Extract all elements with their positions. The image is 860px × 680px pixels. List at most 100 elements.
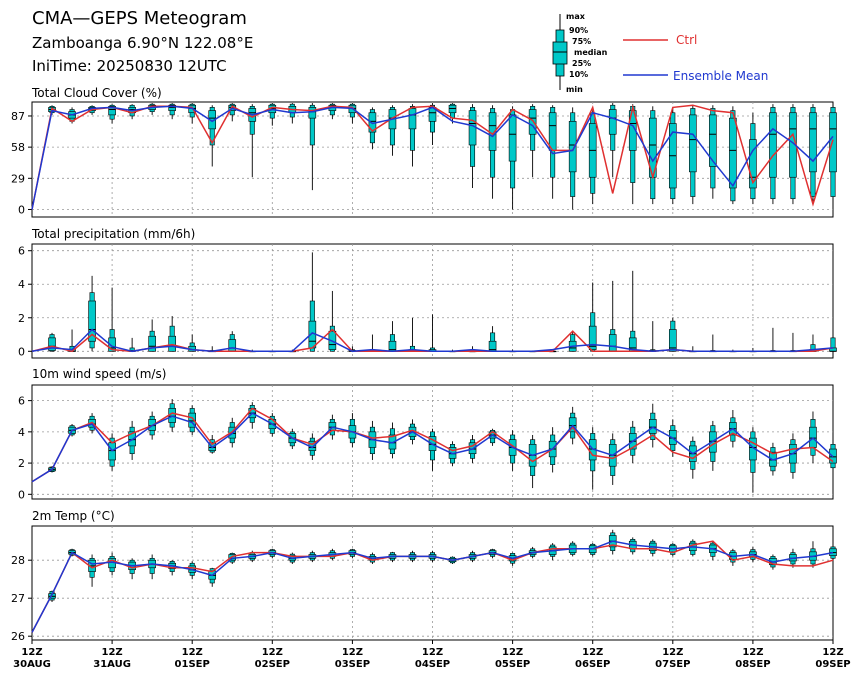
- y-tick-label: 26: [11, 630, 25, 643]
- box-inner-range: [108, 337, 116, 352]
- ensemble-mean-line: [31, 105, 834, 210]
- box-outer-range: [309, 104, 315, 146]
- box-inner-range: [829, 112, 837, 173]
- ensemble-box: [148, 319, 156, 352]
- y-tick-label: 0: [18, 203, 25, 216]
- legend-label-10: 10%: [569, 70, 588, 79]
- x-tick-label-hour: 12Z: [582, 647, 603, 658]
- ensemble-mean-line: [31, 328, 834, 353]
- box-inner-range: [308, 107, 317, 119]
- y-tick-label: 58: [11, 141, 25, 154]
- ensemble-box: [108, 433, 116, 471]
- ensemble-mean-line: [31, 540, 834, 633]
- ensemble-box: [749, 427, 757, 493]
- ensemble-box: [809, 104, 817, 205]
- meteogram-title: CMA—GEPS Meteogram: [32, 8, 247, 29]
- box-inner-range: [168, 335, 176, 352]
- x-tick-label-hour: 12Z: [662, 647, 683, 658]
- ensemble-box: [769, 104, 777, 205]
- legend-ctrl-label: Ctrl: [676, 33, 697, 47]
- box-inner-range: [608, 334, 617, 352]
- legend-label-25: 25%: [572, 59, 591, 68]
- ensemble-box: [668, 107, 677, 205]
- y-tick-label: 0: [18, 488, 25, 501]
- y-tick-label: 6: [18, 395, 25, 408]
- box-inner-range: [48, 337, 56, 351]
- y-tick-label: 2: [18, 312, 25, 325]
- legend-label-min: min: [566, 85, 583, 94]
- ensemble-box: [608, 103, 617, 178]
- ensemble-box: [789, 433, 797, 479]
- temperature-panel: 26 27 28: [11, 525, 837, 643]
- ensemble-box: [668, 317, 677, 352]
- y-tick-label: 28: [11, 554, 25, 567]
- ensemble-box: [108, 287, 116, 352]
- box-inner-range: [548, 112, 557, 151]
- y-tick-label: 4: [18, 426, 25, 439]
- box-inner-range: [108, 105, 116, 116]
- ensemble-box: [789, 104, 797, 205]
- x-tick-label-date: 07SEP: [655, 659, 690, 670]
- panel-title-wind: 10m wind speed (m/s): [32, 367, 166, 381]
- ensemble-box: [588, 107, 597, 205]
- y-tick-label: 4: [18, 278, 25, 291]
- legend: max 90% 75% median 25% 10% min Ctrl Ense…: [552, 12, 768, 94]
- box-inner-range: [568, 121, 577, 173]
- legend-mean-label: Ensemble Mean: [673, 69, 768, 83]
- panel-title-cloud: Total Cloud Cover (%): [31, 86, 162, 100]
- legend-label-median: median: [574, 48, 608, 57]
- wind-speed-panel: 0 2 4 6: [18, 384, 837, 501]
- ensemble-box: [709, 105, 717, 199]
- ensemble-box: [588, 543, 597, 557]
- ensemble-box: [568, 107, 577, 210]
- legend-label-max: max: [566, 12, 586, 21]
- box-inner-range: [769, 112, 777, 178]
- y-tick-label: 2: [18, 457, 25, 470]
- precipitation-panel: 0 2 4 6: [18, 243, 837, 359]
- legend-boxplot-key: max 90% 75% median 25% 10% min: [552, 12, 608, 94]
- x-tick-label-hour: 12Z: [21, 647, 42, 658]
- box-inner-range: [188, 412, 196, 428]
- x-axis: 12Z30AUG12Z31AUG12Z01SEP12Z02SEP12Z03SEP…: [13, 640, 851, 670]
- box-inner-range: [228, 339, 237, 352]
- x-tick-label-date: 08SEP: [735, 659, 770, 670]
- ensemble-box: [729, 106, 737, 205]
- init-time-label: IniTime: 20250830 12UTC: [32, 57, 227, 75]
- ensemble-box: [488, 105, 497, 199]
- box-inner-range: [689, 114, 697, 173]
- box-inner-range: [709, 114, 717, 167]
- x-tick-label-date: 09SEP: [815, 659, 850, 670]
- box-inner-range: [588, 325, 597, 350]
- box-inner-range: [468, 110, 477, 146]
- box-inner-range: [729, 117, 737, 189]
- legend-inner-box: [552, 41, 568, 65]
- location-label: Zamboanga 6.90°N 122.08°E: [32, 34, 253, 52]
- ensemble-box: [829, 104, 837, 205]
- ensemble-box: [448, 103, 457, 124]
- x-tick-label-hour: 12Z: [102, 647, 123, 658]
- panel-title-precip: Total precipitation (mm/6h): [31, 227, 195, 241]
- box-inner-range: [528, 109, 537, 135]
- ensemble-mean-line: [31, 412, 834, 483]
- box-inner-range: [88, 300, 96, 342]
- box-inner-range: [448, 104, 457, 114]
- x-tick-label-hour: 12Z: [502, 647, 523, 658]
- x-tick-label-date: 30AUG: [13, 659, 51, 670]
- ensemble-box: [689, 105, 697, 205]
- x-tick-label-hour: 12Z: [342, 647, 363, 658]
- legend-label-75: 75%: [572, 37, 591, 46]
- x-tick-label-date: 02SEP: [255, 659, 290, 670]
- legend-label-90: 90%: [569, 26, 588, 35]
- y-tick-label: 87: [11, 110, 25, 123]
- x-tick-label-hour: 12Z: [822, 647, 843, 658]
- x-tick-label-hour: 12Z: [742, 647, 763, 658]
- box-inner-range: [668, 329, 677, 352]
- ensemble-box: [829, 322, 837, 352]
- x-tick-label-date: 01SEP: [175, 659, 210, 670]
- y-tick-label: 27: [11, 592, 25, 605]
- box-inner-range: [749, 139, 757, 189]
- x-tick-label-hour: 12Z: [182, 647, 203, 658]
- panel-title-temp: 2m Temp (°C): [32, 509, 115, 523]
- y-tick-label: 6: [18, 245, 25, 258]
